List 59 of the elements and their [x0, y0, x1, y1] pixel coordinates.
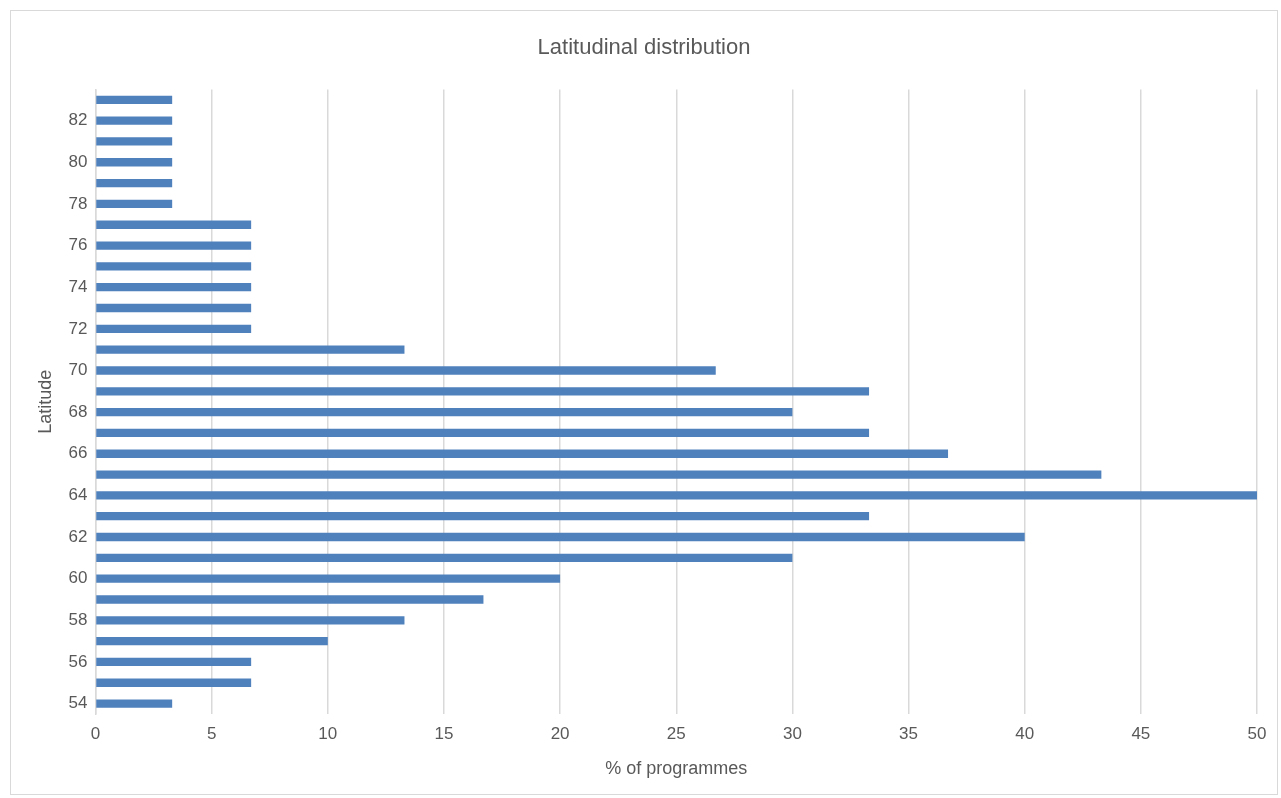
y-tick-label: 68: [68, 401, 88, 421]
bar: [96, 678, 252, 687]
bar: [96, 199, 173, 209]
bar: [96, 303, 252, 313]
y-tick-label: 78: [68, 193, 88, 213]
bar: [96, 158, 173, 167]
y-tick-label: 82: [68, 110, 88, 130]
bar: [96, 449, 949, 458]
x-tick-label: 50: [1247, 723, 1267, 743]
bar: [96, 532, 1025, 542]
bar: [96, 241, 252, 250]
x-axis-title: % of programmes: [605, 758, 748, 779]
bar: [96, 95, 173, 104]
y-axis-title: Latitude: [34, 369, 55, 434]
bar: [96, 491, 1257, 500]
bar: [96, 407, 793, 417]
x-tick-label: 10: [318, 723, 338, 743]
bar: [96, 699, 173, 708]
x-tick-label: 25: [666, 723, 686, 743]
bar: [96, 116, 173, 125]
bar: [96, 137, 173, 146]
y-tick-label: 74: [68, 276, 88, 296]
bar: [96, 657, 252, 667]
x-tick-label: 30: [782, 723, 802, 743]
bar: [96, 262, 252, 271]
y-tick-label: 76: [68, 235, 88, 255]
y-tick-label: 58: [68, 610, 88, 629]
y-tick-label: 80: [68, 151, 88, 171]
x-tick-label: 15: [434, 723, 454, 743]
bar: [96, 324, 252, 333]
x-tick-label: 35: [899, 723, 919, 743]
bar: [96, 387, 870, 396]
bar: [96, 220, 252, 229]
y-tick-label: 54: [68, 693, 88, 713]
bar: [96, 428, 870, 438]
bar: [96, 636, 328, 646]
x-tick-label: 40: [1015, 723, 1035, 743]
bar: [96, 178, 173, 188]
y-tick-label: 66: [68, 443, 88, 463]
y-tick-label: 56: [68, 651, 88, 671]
y-tick-label: 62: [68, 526, 88, 546]
bar: [96, 345, 405, 354]
y-tick-label: 60: [68, 568, 88, 588]
bar: [96, 553, 793, 563]
bar: [96, 512, 870, 521]
x-tick-label: 45: [1131, 723, 1151, 743]
x-tick-label: 20: [550, 723, 570, 743]
bar: [96, 470, 1102, 479]
y-tick-label: 64: [68, 485, 88, 505]
y-tick-label: 72: [68, 318, 88, 338]
x-tick-label: 0: [90, 723, 101, 743]
x-tick-label: 5: [206, 723, 217, 743]
bar: [96, 574, 561, 583]
bar: [96, 366, 716, 375]
bar: [96, 616, 405, 625]
bar: [96, 283, 252, 292]
chart-title: Latitudinal distribution: [537, 34, 751, 60]
bar: [96, 595, 484, 604]
y-tick-label: 70: [68, 360, 88, 380]
